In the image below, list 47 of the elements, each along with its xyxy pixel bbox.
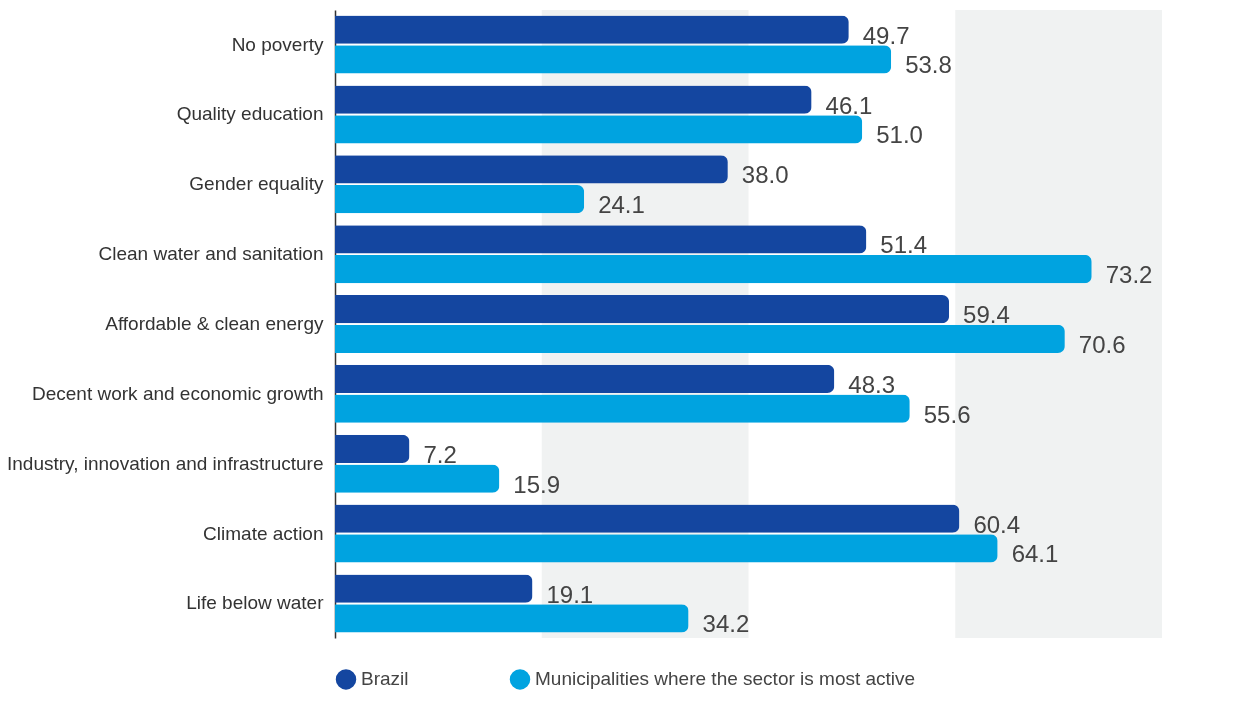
data-label: 49.7 [862, 21, 910, 49]
data-label: 53.8 [905, 51, 952, 79]
bar [335, 185, 585, 214]
bar [335, 254, 1092, 284]
bar [335, 324, 1065, 353]
bar [335, 434, 410, 463]
y-tick-label: No poverty [231, 33, 324, 55]
data-label: 70.6 [1078, 330, 1126, 358]
data-label: 7.2 [423, 440, 457, 468]
data-label: 34.2 [702, 610, 750, 638]
bar [335, 364, 835, 394]
data-label: 59.4 [963, 301, 1010, 329]
y-tick-label: Decent work and economic growth [32, 382, 324, 404]
data-label: 24.1 [598, 191, 645, 219]
y-tick-label: Quality education [176, 103, 324, 125]
data-label: 48.3 [848, 370, 896, 398]
legend-label: Brazil [361, 668, 409, 690]
y-tick-label: Affordable & clean energy [105, 313, 324, 334]
bar [335, 504, 960, 533]
bar [335, 15, 849, 44]
data-label: 15.9 [513, 470, 561, 498]
y-tick-label: Clean water and sanitation [98, 243, 324, 265]
data-label: 55.6 [923, 400, 971, 428]
data-label: 60.4 [973, 510, 1021, 538]
bar [335, 155, 728, 184]
bar [335, 464, 500, 493]
y-tick-label: Life below water [186, 592, 325, 614]
data-label: 19.1 [546, 580, 594, 608]
bar [335, 225, 867, 254]
legend-label: Municipalities where the sector is most active [535, 668, 916, 690]
y-tick-label: Industry, innovation and infrastructure [7, 452, 324, 474]
bar [335, 604, 689, 633]
data-label: 46.1 [825, 91, 873, 119]
bar [335, 574, 533, 603]
data-label: 51.4 [880, 231, 928, 259]
bar [335, 394, 910, 423]
data-label: 38.0 [741, 161, 789, 189]
bar [335, 295, 950, 324]
y-tick-label: Gender equality [189, 173, 324, 195]
data-label: 51.0 [876, 121, 923, 149]
data-label: 73.2 [1105, 261, 1153, 289]
bar [335, 115, 863, 144]
data-label: 64.1 [1011, 540, 1059, 568]
bar [335, 45, 892, 74]
y-tick-label: Climate action [203, 522, 324, 544]
bar [335, 534, 998, 563]
bar [335, 85, 812, 114]
